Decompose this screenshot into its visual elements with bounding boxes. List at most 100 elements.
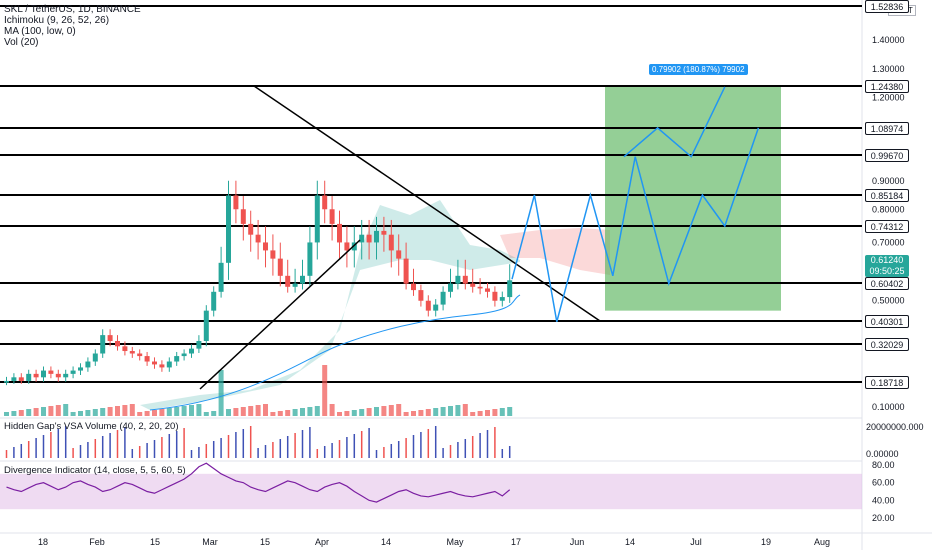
trendlines[interactable] (199, 85, 601, 390)
volume-bar (226, 409, 231, 416)
level-label: 0.18718 (865, 376, 909, 389)
current-price-tag: 0.61240 09:50:25 (865, 255, 909, 277)
volume-bar (159, 409, 165, 416)
candle-body (307, 242, 313, 276)
time-axis-ticks: 18 Feb 15 Mar 15 Apr 14 May 17 Jun 14 Jul 19 Aug (38, 537, 830, 547)
volume-bar (174, 407, 180, 416)
volume-bar (144, 411, 150, 416)
volume-bar (462, 404, 468, 416)
volume-bar (507, 407, 513, 416)
candle-body (314, 195, 320, 243)
volume-bar (122, 405, 128, 416)
indicator-vol[interactable]: Vol (20) (4, 37, 39, 48)
candle-body (492, 291, 498, 301)
level-label: 1.08974 (865, 122, 909, 135)
rsi-polyline (6, 462, 511, 503)
price-tick-label: 1.40000 (872, 35, 905, 45)
volume-bar (470, 412, 476, 416)
candle-body (218, 262, 224, 292)
time-tick-label: 15 (260, 537, 270, 547)
time-tick-label: Apr (315, 537, 329, 547)
price-tick-label: 1.20000 (872, 92, 905, 102)
vsa-pane-label[interactable]: Hidden Gap's VSA Volume (40, 2, 20, 20) (4, 421, 179, 432)
candle-body (388, 234, 394, 251)
candle-body (226, 195, 231, 263)
rsi-band (0, 473, 862, 510)
candle-body (507, 280, 513, 298)
volume-bar (477, 411, 483, 416)
candle-body (411, 283, 416, 291)
volume-bar (285, 410, 291, 416)
candle-body (70, 370, 76, 374)
volume-bar (418, 410, 424, 416)
candle-body (203, 310, 209, 342)
volume-bar (11, 411, 17, 416)
level-label: 0.99670 (865, 149, 909, 162)
target-zone-rect (605, 86, 781, 311)
volume-bar (70, 412, 76, 416)
candle-body (396, 250, 402, 259)
ma-line (149, 294, 521, 411)
rsi-band-rect (0, 473, 862, 510)
level-label: 0.60402 (865, 277, 909, 290)
ichimoku-cloud (140, 200, 610, 410)
rsi-axis-label: 80.00 (872, 460, 895, 470)
indicator-ma[interactable]: MA (100, low, 0) (4, 26, 76, 37)
target-zone[interactable] (605, 86, 781, 311)
candle-body (322, 195, 328, 210)
candle-body (137, 353, 143, 357)
candle-body (18, 377, 24, 381)
volume-bar (337, 412, 342, 416)
volume-bars (4, 365, 513, 416)
candle-body (33, 373, 39, 378)
candle-body (107, 335, 113, 342)
rsi-axis-label: 20.00 (872, 513, 895, 523)
volume-bar (189, 405, 194, 416)
candle-body (181, 353, 187, 357)
current-price-value: 0.61240 (870, 255, 904, 265)
target-measure-label[interactable]: 0.79902 (180.87%) 79902 (649, 64, 748, 75)
candle-body (329, 209, 335, 224)
volume-bar (92, 409, 98, 416)
candle-body (292, 283, 298, 287)
candle-body (122, 346, 128, 352)
indicator-ichimoku[interactable]: Ichimoku (9, 26, 52, 26) (4, 15, 110, 26)
level-label: 1.52836 (865, 0, 909, 13)
time-tick-label: 14 (625, 537, 635, 547)
projection-path (511, 156, 636, 322)
time-tick-label: Mar (202, 537, 218, 547)
volume-bar (499, 408, 505, 416)
candle-body (63, 373, 69, 378)
horizontal-levels[interactable] (0, 5, 862, 383)
candle-body (448, 283, 453, 292)
divergence-pane-label[interactable]: Divergence Indicator (14, close, 5, 5, 6… (4, 465, 186, 476)
volume-bar (300, 408, 305, 416)
volume-bar (440, 407, 446, 416)
volume-bar (26, 409, 32, 416)
projection-paths[interactable] (511, 86, 760, 322)
candle-body (455, 275, 461, 284)
projection-path (623, 86, 726, 158)
volume-bar (137, 412, 143, 416)
candle-body (85, 361, 91, 368)
candle-body (477, 286, 483, 289)
volume-bar (425, 409, 431, 416)
descending-trendline (253, 85, 601, 322)
price-tick-label: 0.10000 (872, 402, 905, 412)
candle-body (337, 223, 342, 243)
candle-body (11, 377, 17, 381)
candle-body (499, 297, 505, 301)
volume-bar (381, 406, 387, 416)
candle-body (159, 364, 165, 368)
candle-body (144, 356, 150, 362)
volume-bar (218, 370, 224, 416)
symbol-title[interactable]: SKL / TetherUS, 1D, BINANCE (4, 4, 141, 15)
time-tick-label: 19 (761, 537, 771, 547)
time-tick-label: 17 (511, 537, 521, 547)
candle-body (381, 230, 387, 235)
level-label: 1.24380 (865, 80, 909, 93)
candle-body (41, 370, 46, 378)
volume-bar (196, 404, 202, 416)
